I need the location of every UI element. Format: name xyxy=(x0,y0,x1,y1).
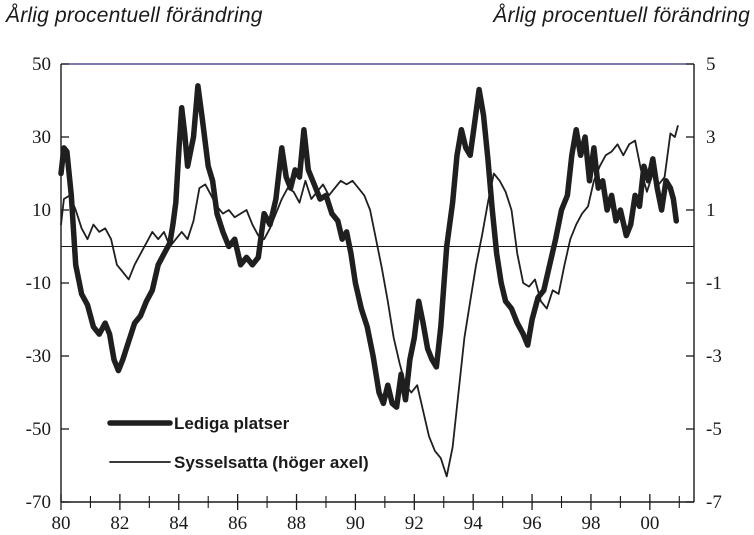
series-line-sysselsatta xyxy=(60,125,679,478)
left-tick-label: -50 xyxy=(26,419,51,440)
right-tick-label: -1 xyxy=(706,273,722,294)
x-tick-label: 86 xyxy=(228,513,247,534)
right-tick-label: -7 xyxy=(706,492,722,513)
x-tick-label: 84 xyxy=(169,513,189,534)
x-tick-label: 82 xyxy=(110,513,129,534)
left-tick-label: -70 xyxy=(26,492,51,513)
right-tick-label: -3 xyxy=(706,346,722,367)
x-tick-label: 80 xyxy=(52,513,71,534)
legend-label-lediga-platser: Lediga platser xyxy=(174,414,290,433)
left-tick-label: -10 xyxy=(26,273,51,294)
right-tick-label: -5 xyxy=(706,419,722,440)
right-tick-label: 5 xyxy=(706,54,716,75)
series-line-lediga-platser xyxy=(58,83,680,410)
right-axis-unit-label: Årlig procentuell förändring xyxy=(493,4,750,27)
right-tick-label: 1 xyxy=(706,200,716,221)
right-tick-label: 3 xyxy=(706,127,716,148)
left-tick-label: 50 xyxy=(32,54,51,75)
legend-label-sysselsatta: Sysselsatta (höger axel) xyxy=(174,453,369,472)
x-tick-label: 00 xyxy=(640,513,659,534)
left-tick-label: -30 xyxy=(26,346,51,367)
x-tick-label: 88 xyxy=(287,513,306,534)
x-tick-label: 98 xyxy=(581,513,600,534)
x-tick-label: 96 xyxy=(523,513,542,534)
x-tick-label: 90 xyxy=(346,513,365,534)
left-tick-label: 10 xyxy=(32,200,51,221)
x-tick-label: 94 xyxy=(464,513,484,534)
left-tick-label: 30 xyxy=(32,127,51,148)
x-tick-label: 92 xyxy=(405,513,424,534)
left-axis-unit-label: Årlig procentuell förändring xyxy=(6,4,263,27)
